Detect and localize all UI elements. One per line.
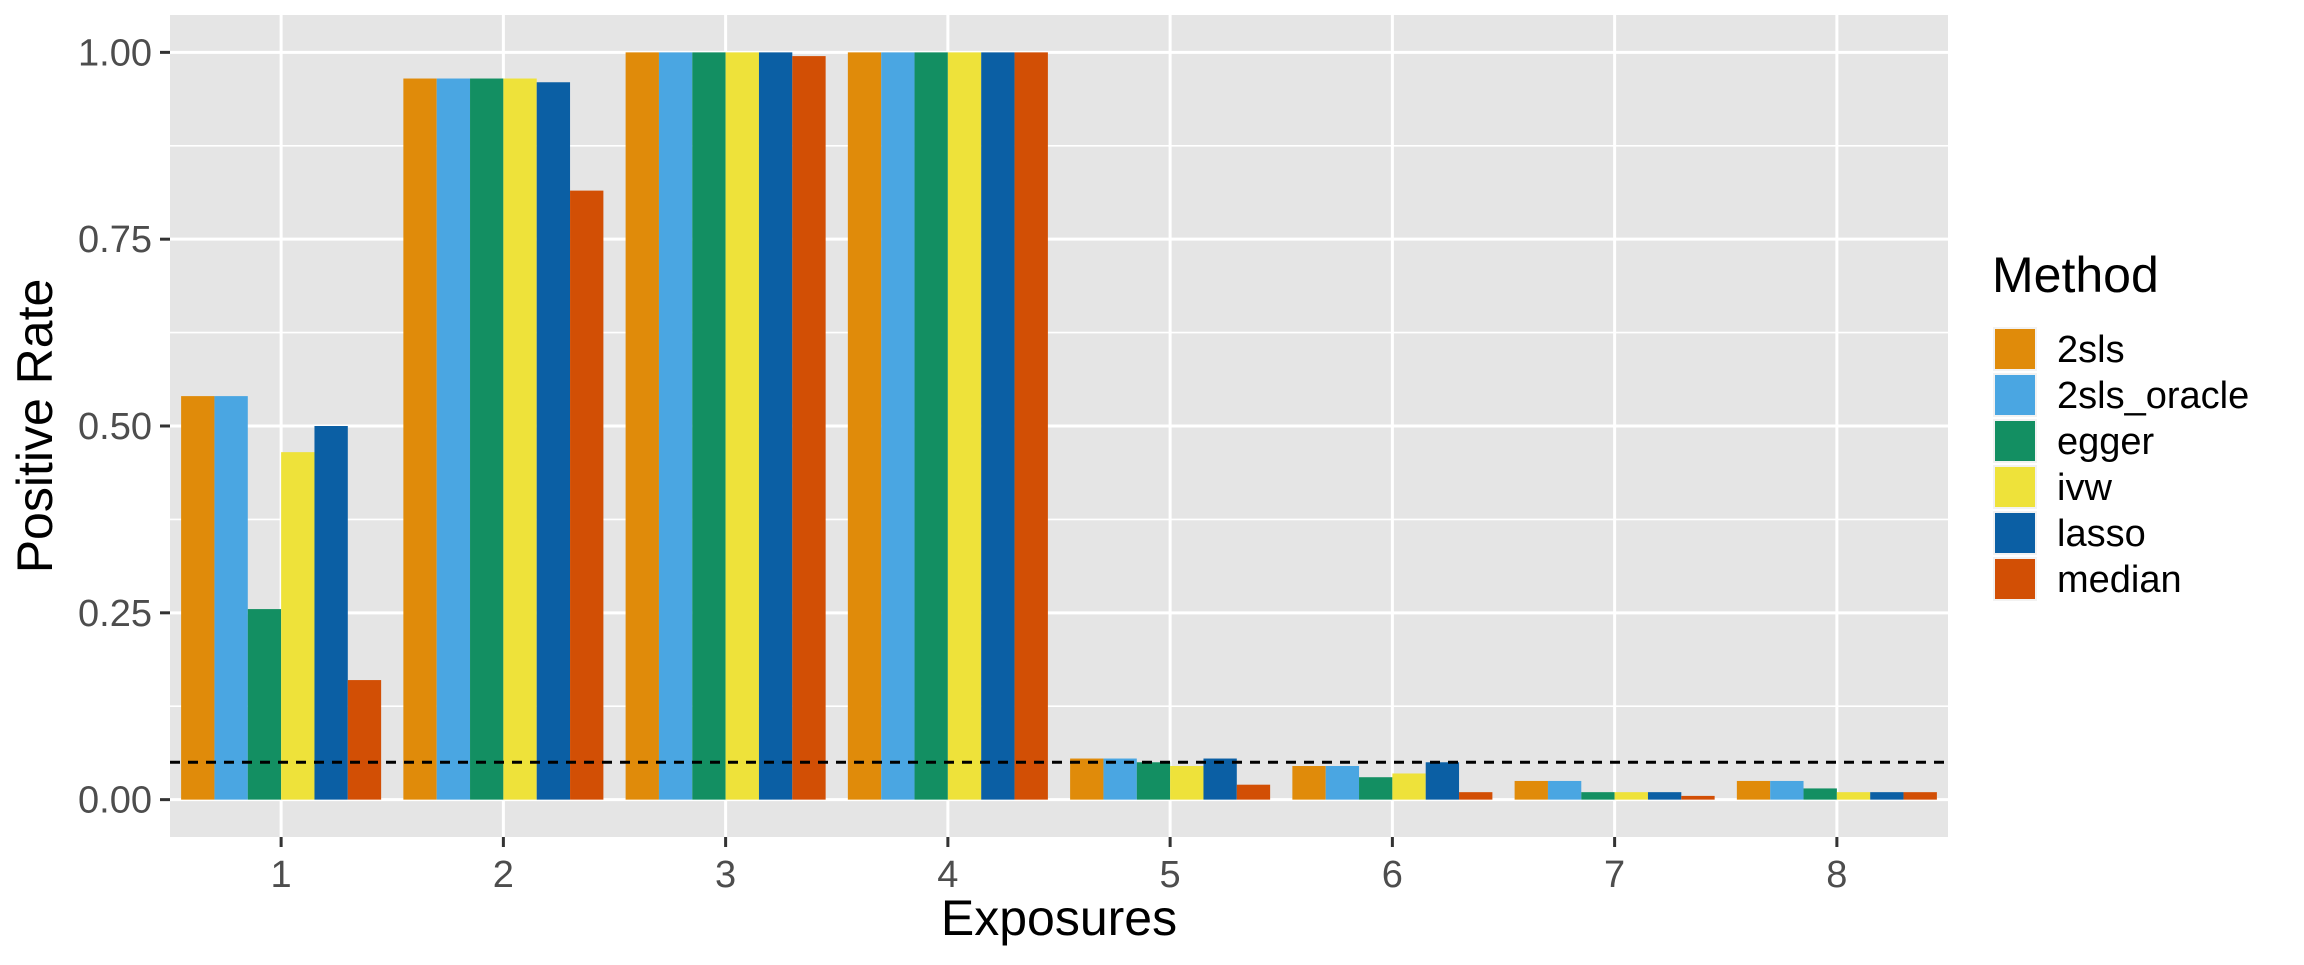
- x-axis-title: Exposures: [941, 890, 1177, 946]
- legend-swatch-ivw: [1995, 467, 2035, 507]
- legend-label-2sls_oracle: 2sls_oracle: [2057, 375, 2249, 417]
- legend-swatch-lasso: [1995, 513, 2035, 553]
- legend-label-egger: egger: [2057, 421, 2155, 463]
- bar-median-1: [347, 680, 382, 800]
- x-tick-label: 4: [937, 854, 958, 896]
- bar-egger-4: [914, 52, 948, 800]
- bar-egger-1: [247, 609, 282, 800]
- legend-swatch-median: [1995, 559, 2035, 599]
- bar-median-7: [1681, 795, 1715, 800]
- bar-ivw-1: [281, 452, 315, 800]
- bar-egger-2: [470, 78, 504, 800]
- x-tick-label: 2: [493, 854, 514, 896]
- bar-lasso-2: [536, 82, 571, 800]
- bar-egger-3: [692, 52, 726, 800]
- bar-egger-8: [1803, 788, 1837, 800]
- bar-2sls-7: [1514, 780, 1548, 800]
- x-tick-label: 6: [1382, 854, 1403, 896]
- y-axis: 0.00 0.25 0.50 0.75 1.00: [78, 32, 170, 822]
- bar-2sls-6: [1292, 766, 1326, 800]
- bar-ivw-6: [1392, 773, 1426, 800]
- bar-2sls_oracle-4: [881, 52, 915, 800]
- bar-2sls_oracle-5: [1103, 758, 1137, 800]
- bar-2sls-5: [1070, 758, 1104, 800]
- bar-median-8: [1903, 792, 1937, 800]
- legend-label-2sls: 2sls: [2057, 329, 2125, 371]
- bar-2sls-3: [625, 52, 659, 800]
- bar-2sls-2: [403, 78, 437, 800]
- x-tick-label: 7: [1604, 854, 1625, 896]
- y-tick-label: 0.75: [78, 219, 152, 261]
- bar-2sls_oracle-1: [214, 396, 248, 800]
- legend-label-lasso: lasso: [2057, 513, 2146, 555]
- bar-2sls-1: [181, 396, 215, 800]
- legend-label-median: median: [2057, 559, 2182, 601]
- bar-median-4: [1014, 52, 1048, 800]
- bar-lasso-3: [758, 52, 793, 800]
- y-tick-label: 0.00: [78, 780, 152, 822]
- bar-ivw-4: [947, 52, 982, 800]
- bar-2sls_oracle-3: [658, 52, 693, 800]
- legend-swatch-2sls_oracle: [1995, 375, 2035, 415]
- bar-lasso-4: [981, 52, 1015, 800]
- bar-2sls_oracle-8: [1770, 780, 1804, 800]
- legend-swatch-egger: [1995, 421, 2035, 461]
- bar-lasso-1: [314, 426, 348, 800]
- legend: Method 2sls2sls_oracleeggerivwlassomedia…: [1992, 247, 2249, 601]
- bar-egger-6: [1359, 777, 1393, 800]
- bar-ivw-5: [1170, 766, 1204, 800]
- bar-2sls_oracle-2: [436, 78, 471, 800]
- bars: [181, 52, 1937, 800]
- bar-ivw-8: [1836, 792, 1871, 800]
- x-tick-label: 1: [271, 854, 292, 896]
- bar-lasso-8: [1870, 792, 1904, 800]
- bar-lasso-7: [1647, 792, 1682, 800]
- bar-egger-5: [1136, 762, 1171, 800]
- bar-median-6: [1459, 792, 1493, 800]
- y-tick-label: 1.00: [78, 32, 152, 74]
- x-tick-label: 8: [1826, 854, 1847, 896]
- bar-ivw-2: [503, 78, 537, 800]
- bar-egger-7: [1581, 792, 1615, 800]
- x-tick-label: 3: [715, 854, 736, 896]
- bar-ivw-7: [1614, 792, 1648, 800]
- bar-ivw-3: [725, 52, 759, 800]
- bar-median-5: [1236, 784, 1271, 800]
- y-axis-title: Positive Rate: [7, 279, 63, 574]
- bar-2sls-8: [1736, 780, 1771, 800]
- bar-lasso-6: [1425, 762, 1460, 800]
- bar-median-3: [792, 56, 826, 800]
- legend-title: Method: [1992, 247, 2159, 303]
- x-tick-label: 5: [1160, 854, 1181, 896]
- bar-lasso-5: [1203, 758, 1237, 800]
- legend-swatch-2sls: [1995, 329, 2035, 369]
- x-axis: 1 2 3 4 5 6 7 8: [271, 837, 1847, 896]
- bar-2sls-4: [847, 52, 882, 800]
- y-tick-label: 0.50: [78, 406, 152, 448]
- bar-2sls_oracle-6: [1325, 766, 1360, 800]
- bar-median-2: [570, 190, 604, 800]
- bar-2sls_oracle-7: [1547, 780, 1582, 800]
- legend-label-ivw: ivw: [2057, 467, 2112, 509]
- y-tick-label: 0.25: [78, 593, 152, 635]
